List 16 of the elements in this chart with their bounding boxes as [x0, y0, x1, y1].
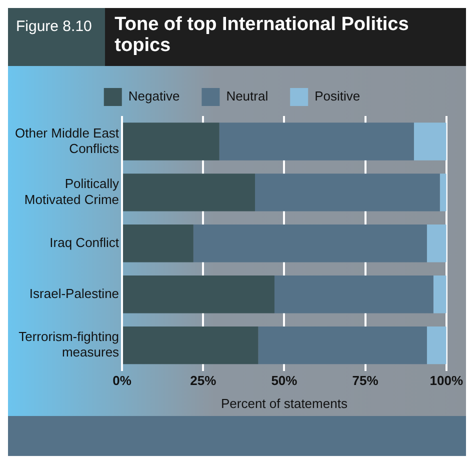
y-tick-label: Other Middle East Conflicts: [15, 125, 120, 156]
x-tick-label: 0%: [112, 373, 132, 388]
y-tick-label: Israel-Palestine: [29, 286, 120, 301]
x-tick-label: 50%: [271, 373, 298, 388]
x-tick-label: 25%: [190, 373, 217, 388]
y-tick-label: Terrorism-fighting measures: [18, 329, 120, 360]
y-tick-label: Politically Motivated Crime: [24, 176, 120, 207]
caption: Figure 8.10: [16, 18, 93, 35]
x-tick-label: 100%: [430, 373, 464, 388]
x-axis-title: Percent of statements: [220, 396, 348, 411]
legend-label: Neutral: [226, 88, 268, 104]
x-tick-label: 75%: [352, 373, 379, 388]
legend-label: Positive: [314, 88, 360, 104]
legend-label: Negative: [128, 88, 180, 104]
chart-title: Tone of top International Politics topics: [114, 13, 410, 58]
y-tick-label: Iraq Conflict: [50, 234, 120, 250]
